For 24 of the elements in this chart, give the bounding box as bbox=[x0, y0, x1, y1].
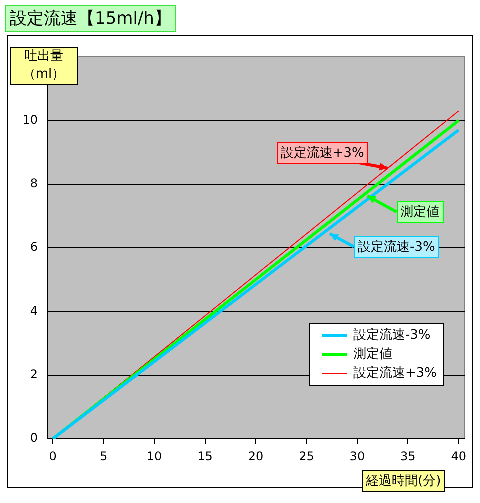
y-tick-label: 2 bbox=[30, 367, 38, 382]
annotation: 設定流速-3% bbox=[354, 236, 440, 258]
x-tick-label: 40 bbox=[451, 449, 467, 464]
legend-label: 設定流速-3% bbox=[353, 327, 431, 345]
x-tick-label: 35 bbox=[400, 449, 416, 464]
y-tick-label: 0 bbox=[30, 431, 38, 446]
x-tick-label: 30 bbox=[350, 449, 366, 464]
y-tick-label: 8 bbox=[30, 176, 38, 190]
chart-title: 設定流速【15ml/h】 bbox=[5, 5, 176, 32]
x-tick-label: 15 bbox=[198, 449, 213, 464]
annotation: 測定値 bbox=[396, 201, 444, 224]
x-tick-label: 5 bbox=[100, 449, 108, 464]
x-tick-label: 0 bbox=[49, 449, 57, 464]
y-tick-label: 6 bbox=[30, 240, 38, 254]
legend-label: 設定流速+3% bbox=[353, 365, 437, 383]
y-axis-title: 吐出量（ml） bbox=[10, 47, 78, 85]
legend-label: 測定値 bbox=[353, 346, 392, 364]
annotation: 設定流速+3% bbox=[276, 142, 368, 164]
x-tick-label: 20 bbox=[248, 449, 264, 464]
y-tick-label: 4 bbox=[30, 304, 38, 318]
x-tick-label: 25 bbox=[299, 449, 314, 464]
y-tick-label: 10 bbox=[22, 112, 38, 127]
x-tick-label: 10 bbox=[146, 449, 162, 464]
x-axis-title: 経過時間(分) bbox=[362, 470, 446, 492]
